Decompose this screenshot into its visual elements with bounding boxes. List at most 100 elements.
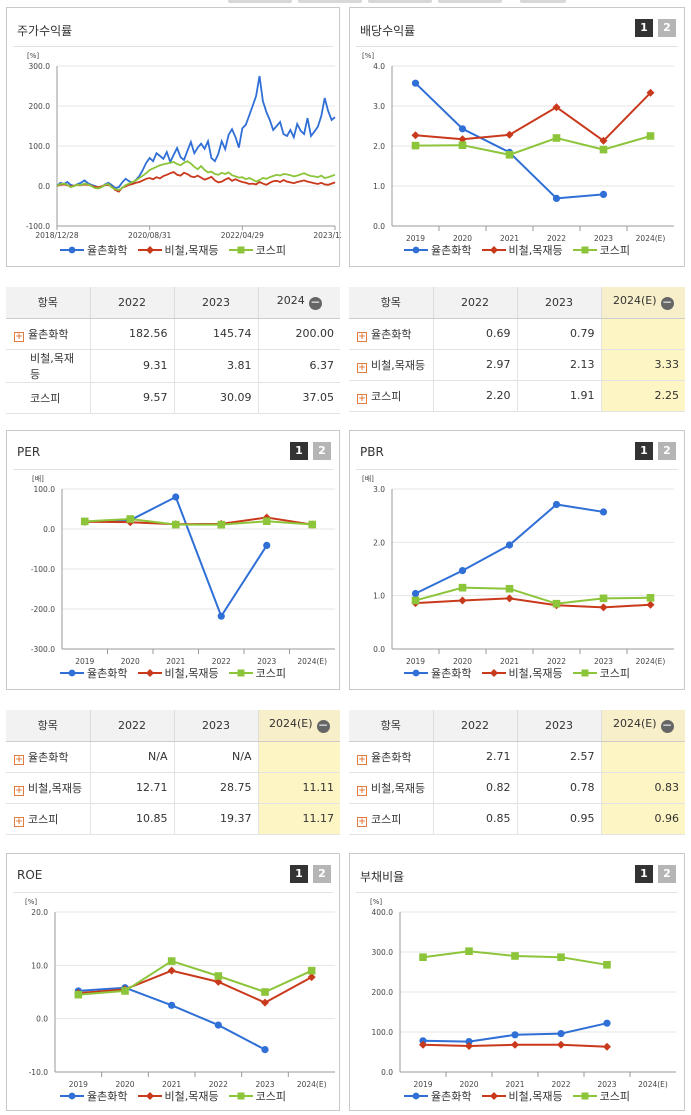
- data-point[interactable]: [603, 1019, 611, 1027]
- expand-icon[interactable]: +: [14, 785, 24, 796]
- data-point[interactable]: [646, 594, 655, 602]
- data-point[interactable]: [557, 1030, 565, 1038]
- top-tab[interactable]: [368, 0, 432, 3]
- view-2-button[interactable]: 2: [658, 865, 676, 883]
- data-point[interactable]: [214, 972, 223, 980]
- legend-item[interactable]: 율촌화학: [404, 1088, 472, 1104]
- legend-item[interactable]: 코스피: [228, 1088, 286, 1104]
- collapse-icon[interactable]: −: [308, 295, 322, 311]
- data-point[interactable]: [599, 145, 608, 154]
- data-point[interactable]: [511, 1031, 519, 1039]
- row-label[interactable]: + 율촌화학: [349, 741, 433, 773]
- data-point[interactable]: [419, 1037, 427, 1045]
- legend-item[interactable]: 비철,목재등: [137, 665, 219, 681]
- data-point[interactable]: [411, 79, 420, 87]
- data-point[interactable]: [511, 952, 519, 960]
- data-point[interactable]: [599, 190, 608, 198]
- view-2-button[interactable]: 2: [658, 19, 676, 37]
- data-point[interactable]: [599, 136, 608, 145]
- data-point[interactable]: [308, 520, 317, 529]
- data-point[interactable]: [552, 599, 561, 608]
- legend-item[interactable]: 비철,목재등: [481, 1088, 563, 1104]
- data-point[interactable]: [214, 1021, 222, 1029]
- data-point[interactable]: [261, 1046, 269, 1054]
- data-point[interactable]: [458, 125, 467, 133]
- data-point[interactable]: [217, 520, 226, 529]
- view-1-button[interactable]: 1: [290, 865, 308, 883]
- data-point[interactable]: [511, 1040, 519, 1049]
- row-label[interactable]: + 코스피: [349, 803, 433, 835]
- legend-item[interactable]: 율촌화학: [60, 1088, 128, 1104]
- data-point[interactable]: [214, 977, 223, 986]
- top-tab[interactable]: [298, 0, 362, 3]
- row-label[interactable]: + 율촌화학: [6, 741, 90, 773]
- data-point[interactable]: [411, 141, 420, 150]
- legend-item[interactable]: 비철,목재등: [137, 1088, 219, 1104]
- data-point[interactable]: [168, 1001, 176, 1009]
- expand-icon[interactable]: +: [357, 331, 367, 342]
- row-label[interactable]: + 율촌화학: [349, 318, 433, 350]
- data-point[interactable]: [505, 541, 514, 549]
- data-point[interactable]: [505, 594, 514, 603]
- expand-icon[interactable]: +: [357, 816, 367, 827]
- data-point[interactable]: [458, 596, 467, 605]
- row-label[interactable]: + 코스피: [6, 803, 90, 835]
- data-point[interactable]: [505, 151, 514, 159]
- data-point[interactable]: [217, 612, 225, 620]
- legend-item[interactable]: 코스피: [228, 242, 286, 258]
- data-point[interactable]: [458, 567, 467, 575]
- data-point[interactable]: [411, 131, 420, 140]
- data-point[interactable]: [74, 990, 83, 999]
- top-tab[interactable]: [228, 0, 292, 3]
- view-1-button[interactable]: 1: [635, 19, 653, 37]
- legend-item[interactable]: 비철,목재등: [481, 242, 563, 258]
- view-1-button[interactable]: 1: [290, 442, 308, 460]
- data-point[interactable]: [465, 947, 473, 955]
- data-point[interactable]: [458, 141, 467, 149]
- view-2-button[interactable]: 2: [313, 865, 331, 883]
- legend-item[interactable]: 율촌화학: [60, 242, 128, 258]
- legend-item[interactable]: 코스피: [572, 242, 630, 258]
- data-point[interactable]: [458, 583, 467, 592]
- data-point[interactable]: [552, 103, 561, 112]
- data-point[interactable]: [307, 966, 316, 975]
- data-point[interactable]: [646, 600, 655, 609]
- legend-item[interactable]: 율촌화학: [404, 665, 472, 681]
- data-point[interactable]: [121, 987, 129, 995]
- data-point[interactable]: [126, 515, 135, 523]
- expand-icon[interactable]: +: [14, 331, 24, 342]
- data-point[interactable]: [505, 584, 514, 593]
- data-point[interactable]: [167, 957, 176, 965]
- data-point[interactable]: [552, 500, 561, 509]
- data-point[interactable]: [552, 194, 561, 202]
- legend-item[interactable]: 비철,목재등: [137, 242, 219, 258]
- legend-item[interactable]: 율촌화학: [404, 242, 472, 258]
- data-point[interactable]: [557, 1040, 565, 1049]
- collapse-icon[interactable]: −: [660, 295, 674, 311]
- data-point[interactable]: [172, 493, 180, 501]
- data-point[interactable]: [557, 953, 565, 961]
- row-label[interactable]: + 율촌화학: [6, 318, 90, 350]
- data-point[interactable]: [465, 1038, 473, 1046]
- legend-item[interactable]: 코스피: [228, 665, 286, 681]
- expand-icon[interactable]: +: [357, 754, 367, 765]
- data-point[interactable]: [505, 130, 514, 139]
- view-2-button[interactable]: 2: [313, 442, 331, 460]
- data-point[interactable]: [603, 961, 611, 969]
- data-point[interactable]: [599, 508, 608, 516]
- data-point[interactable]: [552, 134, 561, 142]
- expand-icon[interactable]: +: [14, 754, 24, 765]
- top-tab[interactable]: [520, 0, 566, 3]
- view-1-button[interactable]: 1: [635, 442, 653, 460]
- view-1-button[interactable]: 1: [635, 865, 653, 883]
- expand-icon[interactable]: +: [357, 785, 367, 796]
- data-point[interactable]: [167, 966, 176, 975]
- expand-icon[interactable]: +: [14, 816, 24, 827]
- data-point[interactable]: [646, 88, 655, 97]
- data-point[interactable]: [419, 953, 427, 961]
- legend-item[interactable]: 비철,목재등: [481, 665, 563, 681]
- top-tab[interactable]: [438, 0, 502, 3]
- data-point[interactable]: [411, 589, 420, 598]
- row-label[interactable]: + 비철,목재등: [6, 772, 90, 804]
- data-point[interactable]: [411, 596, 420, 605]
